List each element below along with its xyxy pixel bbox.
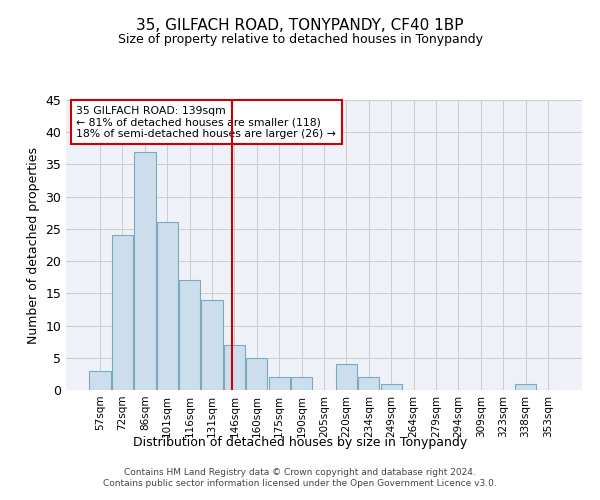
Bar xyxy=(134,152,155,390)
Bar xyxy=(269,377,290,390)
Text: 35 GILFACH ROAD: 139sqm
← 81% of detached houses are smaller (118)
18% of semi-d: 35 GILFACH ROAD: 139sqm ← 81% of detache… xyxy=(76,106,336,139)
Bar xyxy=(246,358,268,390)
Bar xyxy=(179,280,200,390)
Bar xyxy=(112,236,133,390)
Bar xyxy=(89,370,111,390)
Text: Size of property relative to detached houses in Tonypandy: Size of property relative to detached ho… xyxy=(118,32,482,46)
Bar xyxy=(515,384,536,390)
Text: Distribution of detached houses by size in Tonypandy: Distribution of detached houses by size … xyxy=(133,436,467,449)
Bar xyxy=(224,345,245,390)
Bar xyxy=(291,377,312,390)
Bar xyxy=(358,377,379,390)
Bar xyxy=(336,364,357,390)
Y-axis label: Number of detached properties: Number of detached properties xyxy=(27,146,40,344)
Bar xyxy=(380,384,402,390)
Text: 35, GILFACH ROAD, TONYPANDY, CF40 1BP: 35, GILFACH ROAD, TONYPANDY, CF40 1BP xyxy=(136,18,464,32)
Bar xyxy=(157,222,178,390)
Bar xyxy=(202,300,223,390)
Text: Contains HM Land Registry data © Crown copyright and database right 2024.
Contai: Contains HM Land Registry data © Crown c… xyxy=(103,468,497,487)
